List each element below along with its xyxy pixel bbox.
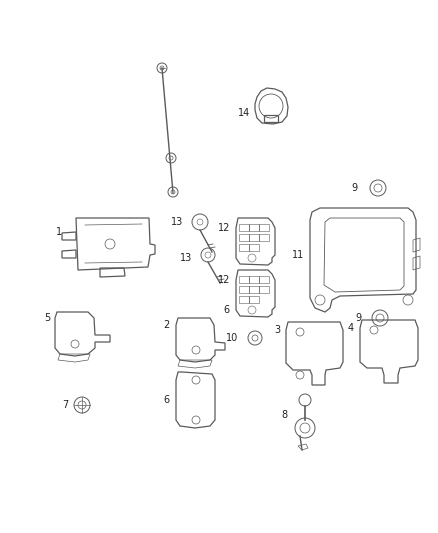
Bar — [239, 296, 249, 303]
Text: 14: 14 — [238, 108, 250, 118]
Bar — [259, 234, 269, 241]
Text: 12: 12 — [218, 275, 230, 285]
Bar — [249, 244, 259, 251]
Bar — [249, 286, 259, 293]
Text: 2: 2 — [164, 320, 170, 330]
Text: 13: 13 — [171, 217, 183, 227]
Text: 4: 4 — [348, 323, 354, 333]
Text: 12: 12 — [218, 223, 230, 233]
Bar — [259, 286, 269, 293]
Bar — [259, 276, 269, 283]
Text: 5: 5 — [44, 313, 50, 323]
Bar — [239, 244, 249, 251]
Text: 1: 1 — [56, 227, 62, 237]
Bar — [239, 224, 249, 231]
Bar — [249, 296, 259, 303]
Text: 7: 7 — [62, 400, 68, 410]
Bar — [249, 276, 259, 283]
Text: 8: 8 — [282, 410, 288, 420]
Text: 6: 6 — [224, 305, 230, 315]
Bar — [249, 224, 259, 231]
Text: 9: 9 — [352, 183, 358, 193]
Text: 11: 11 — [292, 250, 304, 260]
Text: 3: 3 — [274, 325, 280, 335]
Bar — [239, 286, 249, 293]
Bar — [259, 224, 269, 231]
Text: 6: 6 — [164, 395, 170, 405]
Text: 10: 10 — [226, 333, 238, 343]
Text: 9: 9 — [356, 313, 362, 323]
Bar — [249, 234, 259, 241]
Bar — [239, 276, 249, 283]
Text: 13: 13 — [180, 253, 192, 263]
Bar — [239, 234, 249, 241]
